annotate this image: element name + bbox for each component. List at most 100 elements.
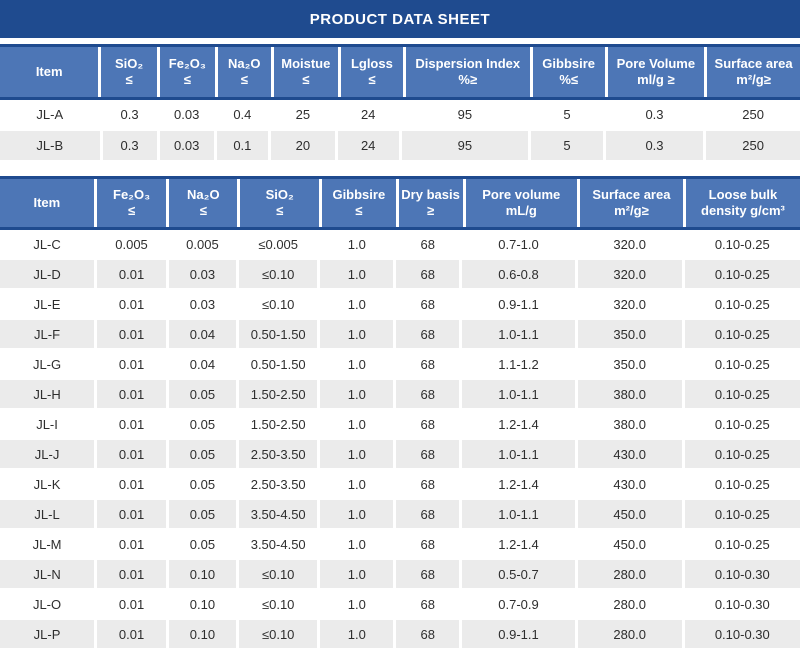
value-cell: 0.01: [97, 590, 166, 618]
table-row-jl-m: JL-M 0.01 0.05 3.50-4.50 1.0 68 1.2-1.4 450.0 0.…: [0, 530, 800, 558]
value-cell: 0.01: [97, 500, 166, 528]
header-line: m²/g≥: [614, 203, 649, 218]
header-line: ≤: [199, 203, 207, 218]
table-1-body: JL-A 0.3 0.03 0.4 25 24 95 5 0.3 250 JL-B 0.3 0.03 0.…: [0, 100, 800, 160]
table-row-jl-j: JL-J 0.01 0.05 2.50-3.50 1.0 68 1.0-1.1 430.0 0.…: [0, 440, 800, 468]
header-line: Pore volume: [482, 187, 561, 202]
header-line: density g/cm³: [701, 203, 785, 218]
item-cell: JL-B: [0, 131, 100, 160]
spec-table-2: Item Fe₂O₃ ≤ Na₂O ≤ SiO₂ ≤ Gibbsire ≤ Dry basis ≥ P…: [0, 176, 800, 648]
item-cell: JL-P: [0, 620, 95, 648]
table-row-jl-n: JL-N 0.01 0.10 ≤0.10 1.0 68 0.5-0.7 280.0 0.10-0…: [0, 560, 800, 588]
table-1-header: Item SiO₂ ≤ Fe₂O₃ ≤ Na₂O ≤ Moistue ≤ Lgloss ≤ Dispe…: [0, 44, 800, 100]
value-cell: 1.0: [320, 440, 394, 468]
table-row-jl-h: JL-H 0.01 0.05 1.50-2.50 1.0 68 1.0-1.1 380.0 0.…: [0, 380, 800, 408]
value-cell: 0.9-1.1: [462, 290, 575, 318]
value-cell: 0.7-1.0: [462, 230, 575, 258]
value-cell: ≤0.005: [238, 230, 318, 258]
table-row-jl-o: JL-O 0.01 0.10 ≤0.10 1.0 68 0.7-0.9 280.0 0.10-0…: [0, 590, 800, 618]
value-cell: 68: [396, 440, 460, 468]
value-cell: 68: [396, 620, 460, 648]
value-cell: 1.0-1.1: [462, 320, 575, 348]
item-cell: JL-E: [0, 290, 95, 318]
table-row-jl-d: JL-D 0.01 0.03 ≤0.10 1.0 68 0.6-0.8 320.0 0.10-0…: [0, 260, 800, 288]
value-cell: 0.6-0.8: [462, 260, 575, 288]
value-cell: 0.10: [168, 590, 236, 618]
value-cell: 0.10-0.25: [684, 260, 800, 288]
value-cell: 280.0: [577, 590, 682, 618]
header-line: ≤: [125, 72, 133, 87]
value-cell: 1.0: [320, 620, 394, 648]
table-2-header: Item Fe₂O₃ ≤ Na₂O ≤ SiO₂ ≤ Gibbsire ≤ Dry basis ≥ P…: [0, 176, 800, 230]
header-line: Item: [35, 64, 63, 79]
header-line: Gibbsire: [542, 56, 596, 71]
value-cell: 1.0: [320, 350, 394, 378]
header-line: Moistue: [281, 56, 331, 71]
item-cell: JL-L: [0, 500, 95, 528]
value-cell: 280.0: [577, 620, 682, 648]
page-title: PRODUCT DATA SHEET: [309, 10, 491, 28]
value-cell: 0.01: [97, 470, 166, 498]
table-row-jl-i: JL-I 0.01 0.05 1.50-2.50 1.0 68 1.2-1.4 380.0 0.…: [0, 410, 800, 438]
header-line: Pore Volume: [616, 56, 696, 71]
value-cell: 1.0: [320, 230, 394, 258]
column-header-na-o: Na₂O ≤: [218, 47, 271, 97]
table-row-jl-g: JL-G 0.01 0.04 0.50-1.50 1.0 68 1.1-1.2 350.0 0.…: [0, 350, 800, 378]
value-cell: 0.1: [216, 131, 268, 160]
value-cell: 68: [396, 260, 460, 288]
value-cell: 0.01: [97, 290, 166, 318]
value-cell: 68: [396, 320, 460, 348]
value-cell: 3.50-4.50: [238, 500, 318, 528]
value-cell: 95: [401, 131, 529, 160]
value-cell: 68: [396, 380, 460, 408]
value-cell: ≤0.10: [238, 260, 318, 288]
value-cell: 1.0-1.1: [462, 380, 575, 408]
item-cell: JL-J: [0, 440, 95, 468]
value-cell: 68: [396, 530, 460, 558]
item-cell: JL-A: [0, 100, 100, 129]
column-header-item: Item: [0, 47, 99, 97]
column-header-surface-area: Surface area m²/g≥: [707, 47, 800, 97]
value-cell: 0.10-0.25: [684, 410, 800, 438]
value-cell: 1.50-2.50: [238, 410, 318, 438]
value-cell: 1.0: [320, 470, 394, 498]
value-cell: 1.0: [320, 290, 394, 318]
header-line: Dry basis: [401, 187, 460, 202]
value-cell: 1.0-1.1: [462, 500, 575, 528]
value-cell: 0.05: [168, 500, 236, 528]
value-cell: 450.0: [577, 530, 682, 558]
value-cell: 0.01: [97, 380, 166, 408]
item-cell: JL-F: [0, 320, 95, 348]
value-cell: 0.01: [97, 530, 166, 558]
header-line: Na₂O: [187, 187, 220, 202]
item-cell: JL-O: [0, 590, 95, 618]
value-cell: 0.05: [168, 410, 236, 438]
column-header-item: Item: [0, 179, 94, 227]
header-line: Item: [33, 195, 61, 210]
value-cell: 3.50-4.50: [238, 530, 318, 558]
value-cell: 5: [531, 131, 603, 160]
column-header-loose-bulk: Loose bulk density g/cm³: [685, 179, 800, 227]
item-cell: JL-I: [0, 410, 95, 438]
table-row-jl-p: JL-P 0.01 0.10 ≤0.10 1.0 68 0.9-1.1 280.0 0.10-0…: [0, 620, 800, 648]
value-cell: 1.2-1.4: [462, 410, 575, 438]
value-cell: 450.0: [577, 500, 682, 528]
value-cell: 0.01: [97, 560, 166, 588]
spec-table-1: Item SiO₂ ≤ Fe₂O₃ ≤ Na₂O ≤ Moistue ≤ Lgloss ≤ Dispe…: [0, 44, 800, 160]
value-cell: 380.0: [577, 410, 682, 438]
header-row: Item SiO₂ ≤ Fe₂O₃ ≤ Na₂O ≤ Moistue ≤ Lgloss ≤ Dispe…: [0, 47, 800, 97]
value-cell: 20: [270, 131, 335, 160]
value-cell: 0.05: [168, 470, 236, 498]
value-cell: 25: [270, 100, 335, 129]
header-line: SiO₂: [265, 187, 294, 202]
header-line: %≤: [559, 72, 579, 87]
header-row: Item Fe₂O₃ ≤ Na₂O ≤ SiO₂ ≤ Gibbsire ≤ Dry basis ≥ P…: [0, 179, 800, 227]
value-cell: 0.05: [168, 380, 236, 408]
value-cell: 1.0: [320, 320, 394, 348]
value-cell: 0.01: [97, 350, 166, 378]
column-header-gibbsire: Gibbsire ≤: [322, 179, 396, 227]
value-cell: 1.0: [320, 590, 394, 618]
value-cell: 1.0: [320, 500, 394, 528]
value-cell: 68: [396, 230, 460, 258]
